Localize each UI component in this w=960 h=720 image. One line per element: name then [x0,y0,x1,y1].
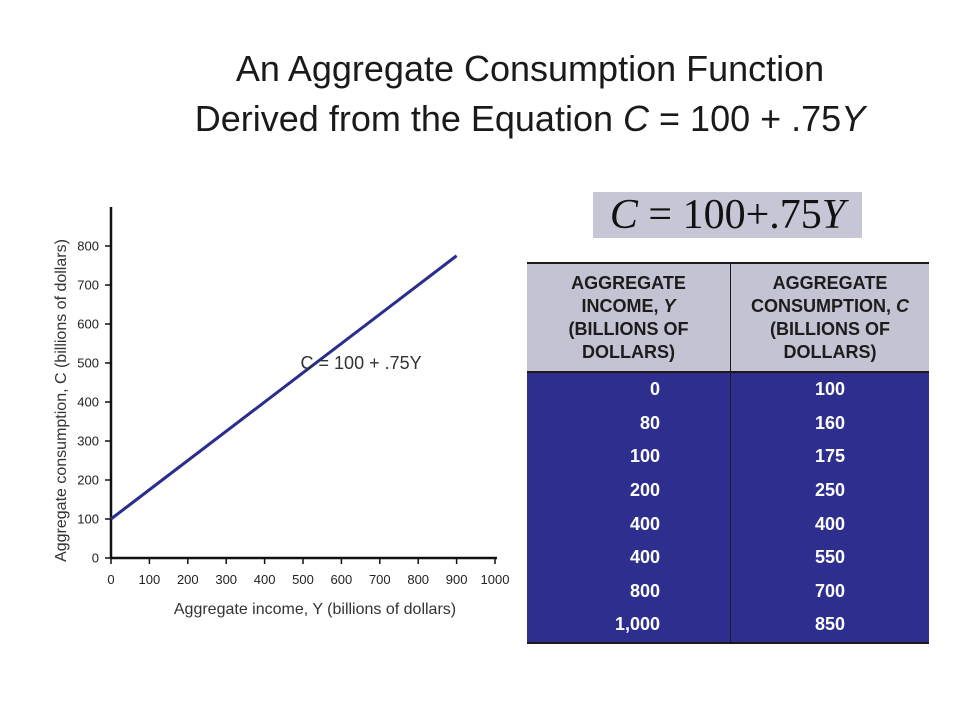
consumption-cell: 700 [730,574,929,609]
consumption-cell: 250 [730,473,929,508]
header-consumption-var: C [896,295,909,316]
income-cell: 0 [527,372,731,407]
header-consumption: AGGREGATE CONSUMPTION, C (BILLIONS OF DO… [730,262,929,373]
x-tick-label: 0 [107,572,114,587]
y-tick-label: 400 [77,395,99,410]
x-tick-label: 800 [407,572,429,587]
consumption-cell: 550 [730,540,929,575]
income-cell: 400 [527,540,731,575]
title-var-c: C [623,98,650,139]
x-tick-label: 900 [446,572,468,587]
table-row: 200 250 [527,473,929,508]
header-income-line-1: AGGREGATE [571,272,686,293]
income-cell: 100 [527,440,731,474]
consumption-function-chart: 0 100 200 300 400 500 600 700 800 900 1000 0 100 200 3… [53,207,510,618]
equation-var: Y [821,192,846,238]
y-tick-label: 0 [92,551,99,566]
equation-box: C = 100+.75Y [593,192,862,238]
equation-middle: = 100+.75 [637,192,822,238]
title-line-1: An Aggregate Consumption Function [235,48,825,89]
table-row: 400 400 [527,507,929,541]
y-axis-label: Aggregate consumption, C (billions of do… [53,239,70,562]
consumption-cell: 100 [730,372,929,407]
income-cell: 400 [527,507,731,541]
header-consumption-line-2: CONSUMPTION, [750,295,896,316]
x-tick-label: 1000 [481,572,510,587]
table-row: 80 160 [527,406,929,441]
x-tick-label: 600 [331,572,353,587]
header-consumption-line-1: AGGREGATE [772,272,888,293]
x-tick-label: 500 [292,572,314,587]
slide-title: An Aggregate Consumption Function Derive… [0,44,960,144]
y-tick-label: 600 [77,317,99,332]
header-income-line-2: INCOME, [581,295,664,316]
y-tick-label: 800 [77,239,99,254]
x-tick-label: 200 [177,572,199,587]
title-var-y: Y [841,98,866,139]
y-tick-label: 700 [77,278,99,293]
income-cell: 200 [527,473,731,508]
income-consumption-table: AGGREGATE INCOME, Y (BILLIONS OF DOLLARS… [527,262,929,644]
title-line-2: Derived from the Equation C = 100 + .75Y [0,94,960,144]
line-annotation: C = 100 + .75Y [301,353,422,373]
x-axis-label: Aggregate income, Y (billions of dollars… [174,601,456,618]
y-tick-label: 300 [77,434,99,449]
table-row: 1,000 850 [527,608,929,644]
header-consumption-line-4: DOLLARS) [783,341,877,362]
x-tick-label: 700 [369,572,391,587]
x-tick-label: 400 [254,572,276,587]
title-line-2-middle: = 100 + .75 [649,98,842,139]
consumption-line [110,254,458,521]
x-tick-label: 300 [215,572,237,587]
table-row: 0 100 [527,372,929,407]
income-cell: 800 [527,574,731,609]
header-income-var: Y [663,295,676,316]
header-consumption-line-3: (BILLIONS OF [770,318,890,339]
header-income: AGGREGATE INCOME, Y (BILLIONS OF DOLLARS… [527,262,731,373]
title-line-2-prefix: Derived from the Equation [194,98,624,139]
table-row: 100 175 [527,440,929,474]
income-cell: 1,000 [527,608,731,644]
income-cell: 80 [527,406,731,441]
table-header-row: AGGREGATE INCOME, Y (BILLIONS OF DOLLARS… [527,262,929,373]
header-income-line-4: DOLLARS) [582,341,675,362]
y-tick-label: 200 [77,473,99,488]
header-income-line-3: (BILLIONS OF [568,318,689,339]
table-row: 400 550 [527,540,929,575]
consumption-cell: 175 [730,440,929,474]
table-row: 800 700 [527,574,929,609]
y-tick-label: 100 [77,512,99,527]
x-tick-label: 100 [139,572,161,587]
consumption-cell: 400 [730,507,929,541]
consumption-cell: 850 [730,608,929,644]
consumption-cell: 160 [730,406,929,441]
equation-lhs: C [609,192,638,238]
y-tick-label: 500 [77,356,99,371]
